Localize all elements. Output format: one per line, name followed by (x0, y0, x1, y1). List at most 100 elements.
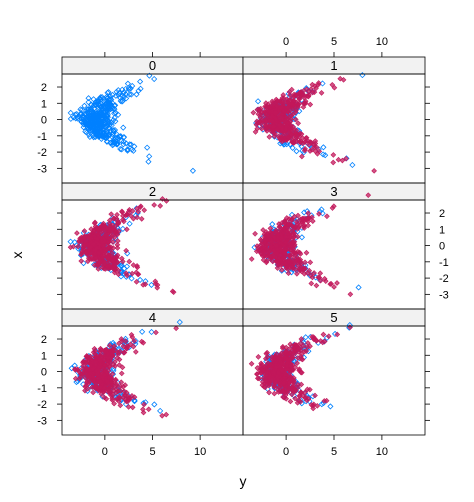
data-point (110, 215, 117, 222)
data-point (125, 404, 132, 410)
data-point (257, 236, 264, 243)
data-point (269, 128, 276, 134)
data-point (271, 234, 278, 241)
data-point (111, 138, 118, 146)
data-point (355, 284, 362, 291)
panel-frame-3 (242, 199, 426, 310)
data-point (119, 97, 126, 104)
data-point (287, 107, 294, 114)
data-point (257, 369, 264, 376)
data-point (125, 85, 132, 92)
data-point (295, 120, 301, 127)
data-point (87, 235, 94, 242)
data-point (105, 101, 112, 108)
data-point (96, 355, 103, 362)
data-point (272, 109, 279, 116)
data-point (140, 409, 147, 416)
data-point (122, 338, 129, 345)
data-point (110, 127, 117, 134)
data-point (293, 99, 300, 106)
data-point (327, 403, 334, 410)
data-point (271, 133, 278, 140)
data-point (176, 319, 183, 326)
data-point (80, 362, 87, 369)
data-point (89, 127, 96, 135)
data-point (288, 355, 295, 361)
x-tick-label: 5 (331, 446, 337, 458)
y-tick-label: -2 (37, 399, 47, 411)
data-point (271, 246, 277, 253)
x-tick-label: 5 (331, 36, 337, 48)
data-point (137, 276, 144, 283)
data-point (295, 263, 302, 269)
data-point (323, 397, 330, 404)
data-point (289, 391, 295, 398)
data-point (307, 386, 313, 393)
data-point (72, 115, 79, 122)
data-point (260, 227, 266, 233)
data-point (114, 252, 121, 259)
data-point (81, 228, 88, 234)
data-point (280, 380, 287, 386)
data-point (264, 242, 271, 248)
data-point (107, 359, 113, 366)
data-point (115, 271, 122, 278)
panel-strip-label: 4 (149, 310, 156, 325)
data-point (283, 126, 289, 133)
data-point (112, 118, 119, 125)
data-point (267, 225, 274, 232)
data-point (309, 274, 316, 281)
data-point (173, 325, 179, 332)
data-point (113, 386, 120, 393)
data-point (272, 115, 278, 122)
data-point (304, 270, 311, 276)
data-point (279, 136, 285, 142)
data-point (79, 106, 86, 113)
data-point (307, 259, 314, 266)
data-point (121, 388, 128, 395)
data-point (306, 92, 312, 98)
x-tick-label: 10 (376, 446, 388, 458)
data-point (95, 266, 102, 272)
data-point (269, 221, 276, 228)
data-point (307, 343, 313, 350)
data-point (287, 264, 293, 271)
data-point (314, 403, 321, 409)
data-point (126, 141, 133, 148)
data-point (347, 291, 354, 298)
data-point (90, 96, 97, 103)
data-point (101, 394, 108, 401)
y-tick-label: -2 (37, 147, 47, 159)
data-point (102, 372, 109, 379)
data-point (122, 396, 129, 403)
data-point (100, 109, 107, 116)
data-point (82, 367, 89, 374)
data-point (114, 355, 120, 361)
data-point (258, 125, 265, 132)
data-point (99, 254, 106, 260)
data-point (113, 131, 120, 138)
data-point (85, 99, 92, 106)
data-point (81, 102, 88, 109)
data-point (106, 363, 113, 370)
data-point (111, 269, 118, 276)
data-point (317, 270, 324, 277)
data-point (92, 362, 99, 368)
data-point (305, 222, 311, 229)
data-point (123, 263, 131, 270)
data-point (283, 357, 290, 364)
data-point (123, 247, 129, 254)
data-point (260, 257, 267, 263)
data-point (108, 103, 115, 111)
data-point (261, 384, 267, 390)
data-point (118, 146, 125, 153)
x-tick-label: 0 (102, 446, 108, 458)
data-point (263, 111, 269, 117)
data-point (294, 270, 300, 277)
data-point (248, 360, 255, 367)
data-point (263, 100, 269, 106)
data-point (263, 125, 270, 132)
data-point (128, 331, 135, 338)
data-point (324, 213, 330, 220)
data-point (321, 338, 328, 345)
